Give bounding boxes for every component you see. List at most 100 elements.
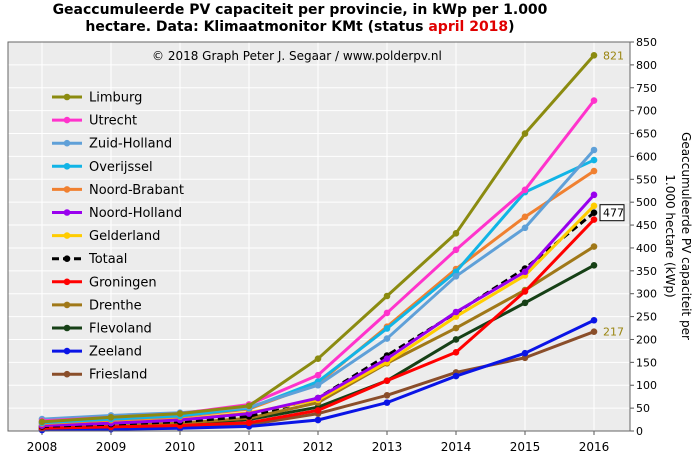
legend-marker-zuid-holland <box>63 139 71 147</box>
legend-marker-limburg <box>63 93 71 101</box>
y-tick-label: 750 <box>636 82 657 95</box>
data-point-flevoland <box>590 262 598 269</box>
data-point-groningen <box>314 407 322 414</box>
data-point-flevoland <box>452 336 460 343</box>
data-point-limburg <box>590 51 598 59</box>
y-tick-label: 450 <box>636 219 657 232</box>
end-label-value: 217 <box>603 326 624 339</box>
legend-label-limburg: Limburg <box>89 91 142 106</box>
data-point-groningen <box>383 377 391 384</box>
data-point-utrecht <box>521 186 529 194</box>
legend-label-flevoland: Flevoland <box>89 322 152 337</box>
y-tick-label: 0 <box>636 425 643 438</box>
y-tick-label: 300 <box>636 288 657 301</box>
data-point-noord-holland <box>383 355 391 362</box>
data-point-drenthe <box>452 324 460 332</box>
legend-marker-noord-holland <box>63 209 71 216</box>
data-point-zeeland <box>383 399 391 406</box>
legend-marker-utrecht <box>63 116 71 124</box>
data-point-limburg <box>107 413 115 421</box>
y-tick-label: 650 <box>636 128 657 141</box>
y-tick-label: 250 <box>636 311 657 324</box>
data-point-drenthe <box>590 243 598 250</box>
legend-marker-friesland <box>63 370 71 378</box>
y-axis-label-line-1: Geaccumuleerde PV capaciteit per <box>679 132 693 340</box>
data-point-noord-brabant <box>590 167 598 175</box>
y-tick-label: 600 <box>636 150 657 163</box>
y-tick-label: 550 <box>636 173 657 186</box>
data-point-limburg <box>314 355 322 362</box>
y-tick-label: 850 <box>636 36 657 49</box>
data-point-limburg <box>383 292 391 300</box>
data-point-overijssel <box>590 156 598 164</box>
legend-marker-totaal <box>63 255 71 262</box>
data-point-zuid-holland <box>590 146 598 154</box>
legend-label-zeeland: Zeeland <box>89 345 142 360</box>
x-tick-label: 2015 <box>510 440 541 454</box>
legend-label-overijssel: Overijssel <box>89 160 153 175</box>
data-point-utrecht <box>590 97 598 104</box>
title-status-date: april 2018 <box>428 19 509 35</box>
x-axis-ticks: 2008 2009 2010 2011 2012 2013 2014 2015 2016 <box>27 431 610 454</box>
x-tick-label: 2016 <box>579 440 610 454</box>
data-point-noord-holland <box>590 191 598 199</box>
legend-label-noord-holland: Noord-Holland <box>89 206 182 221</box>
y-tick-label: 200 <box>636 333 657 346</box>
legend-label-gelderland: Gelderland <box>89 229 160 244</box>
legend-label-zuid-holland: Zuid-Holland <box>89 137 172 152</box>
data-point-zuid-holland <box>314 381 322 389</box>
data-point-groningen <box>245 419 253 427</box>
end-label-value: 821 <box>603 49 624 62</box>
x-tick-label: 2014 <box>441 440 472 454</box>
x-tick-label: 2008 <box>27 440 58 454</box>
data-point-noord-brabant <box>521 213 529 221</box>
title-line-1: Geaccumuleerde PV capaciteit per provinc… <box>52 2 548 18</box>
title-line-2-post: ) <box>508 19 515 35</box>
data-point-groningen <box>452 348 460 356</box>
data-point-friesland <box>383 392 391 399</box>
y-tick-label: 150 <box>636 356 657 369</box>
data-point-friesland <box>590 328 598 335</box>
data-point-limburg <box>176 410 184 417</box>
chart-title: Geaccumuleerde PV capaciteit per provinc… <box>0 2 600 36</box>
y-tick-label: 400 <box>636 242 657 255</box>
data-point-noord-holland <box>521 268 529 276</box>
x-tick-label: 2010 <box>165 440 196 454</box>
legend-label-utrecht: Utrecht <box>89 114 137 129</box>
data-point-zeeland <box>521 349 529 357</box>
legend-marker-noord-brabant <box>63 186 71 193</box>
data-point-limburg <box>38 418 46 426</box>
data-point-limburg <box>245 402 253 410</box>
data-point-gelderland <box>590 202 598 210</box>
plot-frame <box>7 41 631 432</box>
legend-label-groningen: Groningen <box>89 275 157 290</box>
data-point-limburg <box>521 130 529 137</box>
legend: Limburg Utrecht Zuid-Holland Overijssel Noor… <box>52 91 184 383</box>
data-point-friesland <box>521 354 529 362</box>
data-point-zeeland <box>590 316 598 324</box>
x-tick-label: 2011 <box>234 440 265 454</box>
legend-marker-zeeland <box>63 347 71 355</box>
data-point-utrecht <box>383 309 391 317</box>
y-tick-label: 100 <box>636 379 657 392</box>
x-tick-label: 2012 <box>303 440 334 454</box>
data-point-zeeland <box>314 416 322 424</box>
y-axis-ticks: 0 50 100 150 200 250 300 350 400 450 500 550 600 650 7… <box>630 36 657 438</box>
data-point-noord-holland <box>452 308 460 316</box>
y-axis-label: Geaccumuleerde PV capaciteit per 1.000 h… <box>663 132 693 340</box>
y-axis-label-line-2: 1.000 hectare (kWp) <box>663 174 677 297</box>
data-point-zuid-holland <box>452 273 460 280</box>
data-point-flevoland <box>521 299 529 307</box>
series-lines <box>38 51 598 434</box>
data-point-overijssel <box>383 325 391 332</box>
end-label-box <box>599 204 625 222</box>
end-labels: 821 477 217 <box>599 49 625 339</box>
legend-marker-drenthe <box>63 301 71 309</box>
legend-label-noord-brabant: Noord-Brabant <box>89 183 184 198</box>
copyright-text: © 2018 Graph Peter J. Segaar / www.polde… <box>152 49 442 63</box>
end-label-value: 477 <box>603 207 624 220</box>
y-tick-label: 350 <box>636 265 657 278</box>
y-tick-label: 700 <box>636 105 657 118</box>
data-point-limburg <box>452 229 460 237</box>
data-point-noord-holland <box>314 394 322 402</box>
